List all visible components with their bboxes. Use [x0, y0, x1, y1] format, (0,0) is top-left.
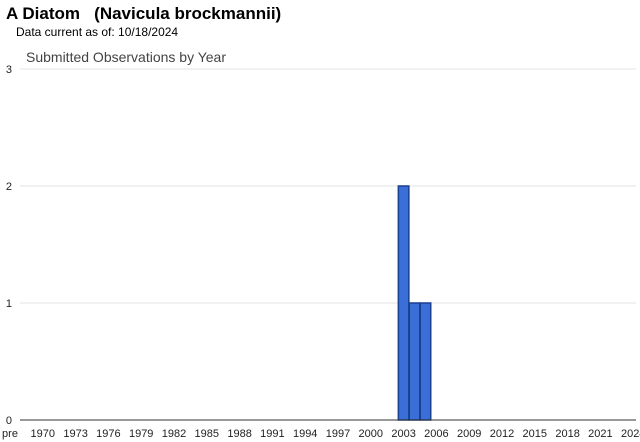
x-tick-label: 1979 — [129, 428, 153, 440]
x-tick-label: 1985 — [195, 428, 219, 440]
x-tick-label: 1973 — [63, 428, 87, 440]
x-tick-label: 2012 — [490, 428, 514, 440]
data-date-subtitle: Data current as of: 10/18/2024 — [16, 25, 179, 39]
x-tick-label: 1994 — [293, 428, 317, 440]
x-tick-label: 1982 — [162, 428, 186, 440]
y-tick-label: 2 — [6, 181, 12, 193]
x-tick-label: 2009 — [457, 428, 481, 440]
x-tick-label: 1997 — [326, 428, 350, 440]
x-tick-label: 2018 — [555, 428, 579, 440]
y-tick-label: 0 — [6, 415, 12, 427]
x-tick-label: 1976 — [96, 428, 120, 440]
x-tick-label: 2021 — [588, 428, 612, 440]
x-tick-label: 2006 — [424, 428, 448, 440]
bar-2005 — [419, 302, 432, 421]
x-tick-label: 1991 — [260, 428, 284, 440]
x-tick-label: pre — [2, 428, 18, 440]
x-tick-label: 2015 — [523, 428, 547, 440]
x-tick-label: 2000 — [359, 428, 383, 440]
x-tick-label: 1988 — [227, 428, 251, 440]
species-title: A Diatom (Navicula brockmannii) — [6, 4, 282, 23]
bar-2004 — [408, 302, 421, 421]
x-tick-label: 2024 — [621, 428, 640, 440]
y-tick-label: 1 — [6, 298, 12, 310]
x-tick-label: 2003 — [391, 428, 415, 440]
chart-title: Submitted Observations by Year — [26, 49, 227, 65]
bar-2003 — [397, 185, 410, 421]
y-tick-label: 3 — [6, 64, 12, 76]
x-tick-label: 1970 — [31, 428, 55, 440]
